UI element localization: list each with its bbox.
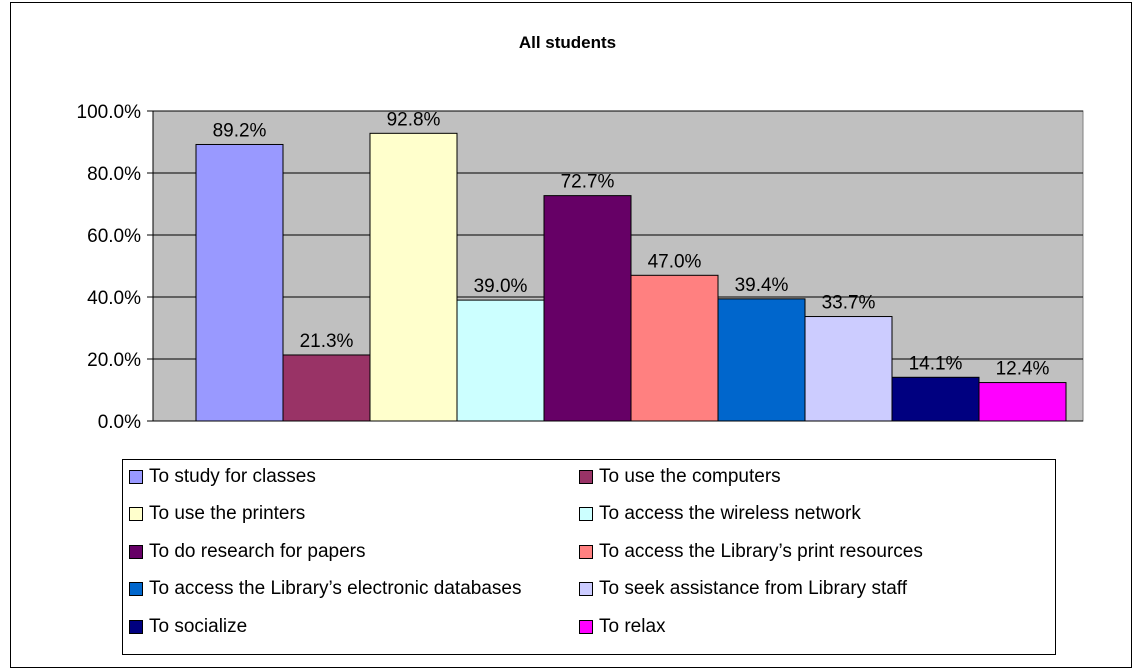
bar-9 [891, 376, 980, 422]
legend: To study for classes To use the computers… [122, 459, 1056, 655]
bar-3 [369, 132, 458, 422]
bar-8 [804, 316, 893, 422]
legend-label: To use the printers [149, 503, 306, 524]
legend-swatch [579, 620, 593, 634]
legend-item: To do research for papers [129, 540, 366, 564]
legend-item: To access the Library’s electronic datab… [129, 577, 521, 601]
legend-swatch [579, 507, 593, 521]
legend-swatch [129, 620, 143, 634]
data-label: 72.7% [561, 172, 615, 193]
legend-item: To access the Library’s print resources [579, 540, 923, 564]
legend-swatch [129, 545, 143, 559]
data-label: 33.7% [822, 293, 876, 314]
legend-label: To access the Library’s electronic datab… [149, 578, 522, 599]
data-label: 47.0% [648, 251, 702, 272]
legend-swatch [129, 582, 143, 596]
legend-item: To use the printers [129, 502, 305, 526]
legend-swatch [579, 545, 593, 559]
data-label: 39.4% [735, 275, 789, 296]
bar-6 [630, 274, 719, 422]
bar-5 [543, 195, 632, 422]
data-label: 12.4% [996, 359, 1050, 380]
legend-item: To relax [579, 615, 666, 639]
legend-label: To relax [599, 616, 666, 637]
legend-item: To use the computers [579, 465, 781, 489]
legend-item: To socialize [129, 615, 247, 639]
data-label: 92.8% [387, 109, 441, 130]
legend-item: To access the wireless network [579, 502, 861, 526]
legend-label: To use the computers [599, 466, 781, 487]
legend-label: To study for classes [149, 466, 316, 487]
y-tick-label: 100.0% [77, 102, 142, 123]
y-tick-label: 20.0% [87, 350, 141, 371]
legend-item: To seek assistance from Library staff [579, 577, 907, 601]
legend-label: To do research for papers [149, 541, 366, 562]
chart-title: All students [518, 33, 617, 52]
bar-2 [282, 354, 371, 422]
data-label: 14.1% [909, 353, 963, 374]
legend-item: To study for classes [129, 465, 316, 489]
legend-swatch [129, 507, 143, 521]
legend-swatch [129, 470, 143, 484]
bar-10 [978, 382, 1067, 422]
y-tick-label: 60.0% [87, 226, 141, 247]
bar-1 [195, 143, 284, 422]
data-label: 39.0% [474, 276, 528, 297]
legend-label: To socialize [149, 616, 248, 637]
data-label: 21.3% [300, 331, 354, 352]
legend-swatch [579, 582, 593, 596]
legend-label: To seek assistance from Library staff [599, 578, 907, 599]
y-tick-label: 0.0% [98, 412, 141, 433]
y-tick-label: 80.0% [87, 164, 141, 185]
legend-swatch [579, 470, 593, 484]
y-tick-label: 40.0% [87, 288, 141, 309]
data-label: 89.2% [213, 120, 267, 141]
legend-label: To access the Library’s print resources [599, 541, 923, 562]
bar-7 [717, 298, 806, 422]
legend-label: To access the wireless network [599, 503, 861, 524]
bar-4 [456, 299, 545, 422]
